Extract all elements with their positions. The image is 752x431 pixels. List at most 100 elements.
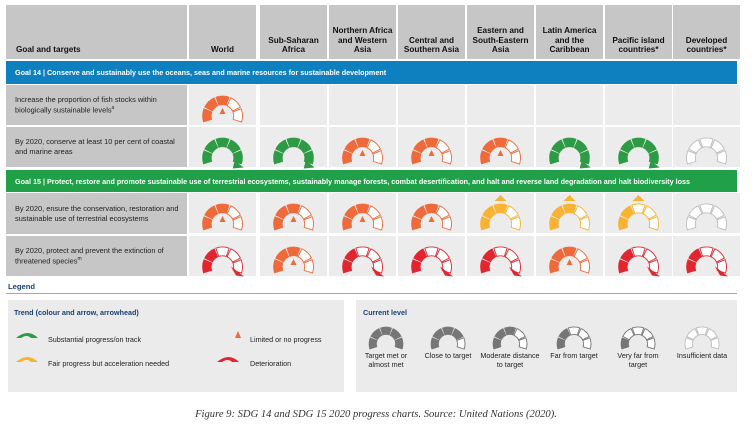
region-header: Developed countries* [673, 5, 740, 59]
gauge [202, 95, 243, 123]
trend-arrow [359, 150, 366, 156]
gauge-segment [435, 248, 451, 263]
gauge-segment [492, 337, 502, 350]
legend-label-substantial: Substantial progress/on track [48, 335, 142, 344]
gauge [480, 137, 521, 165]
level-caption: Close to target [424, 351, 472, 360]
gauge-segment [573, 205, 589, 220]
trend-arrow [428, 150, 435, 156]
gauge-cell [673, 85, 740, 125]
gauge-segment [424, 203, 439, 214]
trend-legend-box [8, 300, 344, 392]
gauge-segment [297, 205, 313, 220]
gauge-segment [372, 216, 383, 231]
trend-legend-title: Trend (colour and arrow, arrowhead) [14, 308, 139, 317]
gauge-segment [344, 205, 359, 220]
gauge-segment [648, 216, 659, 231]
gauge-segment [226, 248, 242, 263]
gauge-segment [556, 337, 566, 350]
gauge-segment [562, 137, 577, 148]
gauge [686, 203, 727, 231]
gauge-segment [618, 150, 629, 165]
gauge-segment [215, 137, 230, 148]
legend-symbol-fair [16, 357, 38, 362]
gauge-segment [646, 337, 656, 350]
gauge-segment [232, 108, 243, 123]
gauge-segment [562, 203, 577, 214]
gauge-segment [686, 259, 697, 274]
gauge-segment [710, 139, 726, 154]
gauge-segment [286, 203, 301, 214]
gauge-segment [482, 139, 497, 154]
gauge-segment [441, 326, 455, 336]
gauge-segment [394, 337, 404, 350]
trend-arrow [371, 266, 385, 277]
gauge-segment [699, 246, 714, 258]
legend-label-fair: Fair progress but acceleration needed [48, 359, 170, 368]
gauge-segment [710, 205, 726, 220]
gauge [342, 203, 383, 231]
target-fish-stocks: Increase the proportion of fish stocks w… [6, 85, 187, 125]
level-caption: Far from target [550, 351, 598, 360]
legend-divider [6, 293, 737, 294]
trend-arrow [428, 216, 435, 222]
gauge [556, 326, 592, 350]
gauge-segment [579, 216, 590, 231]
gauge-segment [202, 216, 213, 231]
gauge [273, 137, 315, 169]
gauge-segment [620, 139, 635, 154]
gauge-segment [551, 139, 566, 154]
gauge-segment [549, 216, 560, 231]
gauge-segment [303, 150, 314, 165]
gauge-segment [494, 328, 507, 341]
gauge-segment [558, 328, 571, 341]
trend-arrow [509, 266, 523, 277]
gauge-segment [413, 248, 428, 263]
gauge-segment [432, 328, 445, 341]
legend-symbol-deterioration [217, 357, 239, 362]
gauge-segment [303, 216, 314, 231]
gauge-segment [631, 246, 646, 258]
gauge-segment [435, 139, 451, 154]
gauge [480, 246, 523, 277]
gauge-segment [551, 248, 566, 263]
gauge-segment [441, 150, 452, 165]
gauge-segment [631, 137, 646, 148]
gauge [684, 326, 720, 350]
gauge-segment [273, 150, 284, 165]
gauge-segment [226, 139, 241, 154]
region-header: Northern Africa and Western Asia [329, 5, 396, 59]
region-header: Pacific island countries* [605, 5, 672, 59]
gauge [430, 326, 466, 350]
gauge-segment [424, 246, 439, 258]
trend-arrow [632, 195, 645, 201]
gauge-segment [710, 337, 720, 350]
gauge-segment [620, 337, 630, 350]
gauge-segment [562, 246, 577, 257]
gauge-segment [493, 203, 508, 214]
gauge [618, 137, 660, 169]
legend-symbol-substantial [16, 333, 38, 338]
gauge-segment [355, 203, 370, 214]
gauge-segment [273, 259, 284, 274]
gauge-segment [430, 337, 440, 350]
gauge [492, 326, 528, 350]
gauge-segment [493, 137, 508, 148]
gauge-segment [573, 248, 589, 263]
gauge-segment [642, 248, 658, 263]
gauge-segment [480, 216, 491, 231]
region-header: Sub-Saharan Africa [260, 5, 327, 59]
gauge [411, 203, 452, 231]
goal-targets-header: Goal and targets [6, 5, 187, 59]
goal-15-band: Goal 15 | Protect, restore and promote s… [6, 170, 737, 192]
gauge [202, 137, 244, 169]
gauge-segment [275, 139, 290, 154]
gauge-segment [482, 205, 497, 220]
gauge-segment [684, 337, 694, 350]
trend-arrow [231, 266, 245, 277]
level-legend-title: Current level [363, 308, 407, 317]
gauge-cell [398, 85, 465, 125]
gauge [202, 203, 243, 231]
legend-label-deterioration: Deterioration [250, 359, 292, 368]
